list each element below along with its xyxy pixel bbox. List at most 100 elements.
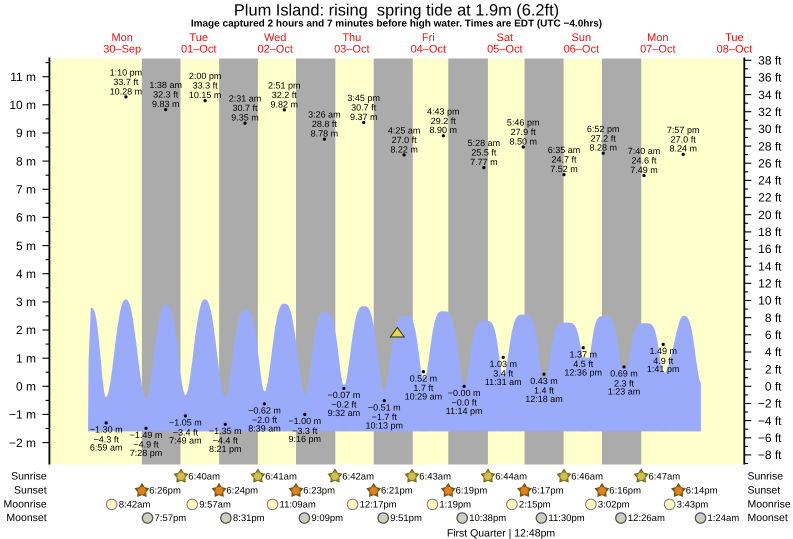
svg-text:−2 ft: −2 ft [758, 397, 782, 411]
svg-text:9.37 m: 9.37 m [350, 112, 378, 122]
svg-text:8:42am: 8:42am [119, 499, 151, 510]
svg-text:8 ft: 8 ft [765, 311, 782, 325]
svg-text:2:00 pm: 2:00 pm [189, 71, 222, 81]
svg-text:22 ft: 22 ft [758, 191, 782, 205]
svg-text:1:23 am: 1:23 am [608, 387, 641, 397]
svg-text:6:40am: 6:40am [188, 471, 220, 482]
svg-text:8.28 m: 8.28 m [589, 143, 617, 153]
svg-text:10:38pm: 10:38pm [469, 513, 506, 524]
svg-text:12:36 pm: 12:36 pm [564, 368, 602, 378]
svg-text:Fri: Fri [422, 32, 435, 44]
svg-text:10.15 m: 10.15 m [189, 90, 222, 100]
svg-text:Moonrise: Moonrise [748, 498, 791, 510]
svg-text:32 ft: 32 ft [758, 105, 782, 119]
svg-text:Sunrise: Sunrise [11, 470, 47, 482]
svg-text:Tue: Tue [725, 32, 744, 44]
svg-text:6:59 am: 6:59 am [90, 443, 123, 453]
svg-text:1 m: 1 m [16, 351, 36, 365]
svg-text:1.49 m: 1.49 m [649, 346, 677, 356]
svg-text:7.77 m: 7.77 m [470, 157, 498, 167]
svg-text:30–Sep: 30–Sep [103, 43, 141, 55]
svg-text:−1.05 m: −1.05 m [169, 418, 202, 428]
svg-text:8.24 m: 8.24 m [669, 144, 697, 154]
svg-text:Sunrise: Sunrise [748, 470, 784, 482]
svg-text:Moonset: Moonset [6, 512, 46, 524]
svg-text:2 ft: 2 ft [765, 362, 782, 376]
svg-text:7.52 m: 7.52 m [550, 164, 578, 174]
svg-text:06–Oct: 06–Oct [564, 43, 599, 55]
svg-text:27.2 ft: 27.2 ft [591, 133, 617, 143]
svg-text:8:21 pm: 8:21 pm [209, 444, 242, 454]
svg-text:−0.51 m: −0.51 m [368, 403, 401, 413]
svg-text:Mon: Mon [111, 32, 132, 44]
svg-text:1.03 m: 1.03 m [489, 359, 517, 369]
svg-text:0.52 m: 0.52 m [410, 374, 438, 384]
svg-text:10.28 m: 10.28 m [110, 86, 143, 96]
svg-text:4:43 pm: 4:43 pm [427, 106, 460, 116]
svg-text:Sat: Sat [497, 32, 514, 44]
svg-text:3:02pm: 3:02pm [598, 499, 630, 510]
svg-text:27.9 ft: 27.9 ft [511, 127, 537, 137]
svg-text:24.6 ft: 24.6 ft [631, 156, 657, 166]
svg-text:5:46 pm: 5:46 pm [507, 118, 540, 128]
svg-text:8.78 m: 8.78 m [311, 129, 339, 139]
svg-text:28 ft: 28 ft [758, 139, 782, 153]
svg-text:11:14 pm: 11:14 pm [446, 406, 483, 416]
svg-text:20 ft: 20 ft [758, 208, 782, 222]
svg-text:−4 ft: −4 ft [758, 414, 782, 428]
svg-text:3 m: 3 m [16, 295, 36, 309]
svg-text:1.4 ft: 1.4 ft [534, 386, 555, 396]
svg-text:2.3 ft: 2.3 ft [614, 378, 635, 388]
svg-text:9.35 m: 9.35 m [231, 113, 259, 123]
svg-text:7:49 am: 7:49 am [169, 436, 202, 446]
svg-text:7:57 pm: 7:57 pm [667, 125, 700, 135]
svg-text:6 ft: 6 ft [765, 328, 782, 342]
svg-text:08–Oct: 08–Oct [717, 43, 752, 55]
svg-text:38 ft: 38 ft [758, 54, 782, 68]
svg-text:9.82 m: 9.82 m [271, 99, 299, 109]
svg-text:5:28 am: 5:28 am [468, 138, 501, 148]
svg-text:4.9 ft: 4.9 ft [653, 356, 674, 366]
svg-text:25.5 ft: 25.5 ft [471, 148, 497, 158]
svg-text:Moonset: Moonset [748, 512, 788, 524]
svg-text:6:43am: 6:43am [419, 471, 451, 482]
svg-text:12:17pm: 12:17pm [360, 499, 397, 510]
svg-text:Mon: Mon [647, 32, 668, 44]
svg-text:27.0 ft: 27.0 ft [392, 135, 418, 145]
svg-text:−1.49 m: −1.49 m [130, 430, 163, 440]
svg-text:2:15pm: 2:15pm [519, 499, 551, 510]
svg-text:−2 m: −2 m [9, 436, 36, 450]
svg-text:30 ft: 30 ft [758, 122, 782, 136]
svg-text:6:41am: 6:41am [265, 471, 297, 482]
svg-text:−3.3 ft: −3.3 ft [292, 426, 318, 436]
svg-text:7.49 m: 7.49 m [630, 165, 658, 175]
svg-text:6:24pm: 6:24pm [226, 486, 258, 497]
svg-text:05–Oct: 05–Oct [487, 43, 522, 55]
svg-text:32.3 ft: 32.3 ft [153, 90, 179, 100]
svg-text:30.7 ft: 30.7 ft [351, 103, 377, 113]
svg-text:7:57pm: 7:57pm [155, 513, 187, 524]
svg-text:24.7 ft: 24.7 ft [551, 155, 577, 165]
svg-text:11:31 am: 11:31 am [485, 377, 522, 387]
svg-text:9:09pm: 9:09pm [311, 513, 343, 524]
svg-text:Plum Island: rising spring ti: Plum Island: rising spring tide at 1.9m … [234, 1, 559, 19]
svg-text:14 ft: 14 ft [758, 259, 782, 273]
svg-text:−0.00 m: −0.00 m [448, 388, 481, 398]
svg-text:3.4 ft: 3.4 ft [493, 369, 514, 379]
svg-text:34 ft: 34 ft [758, 88, 782, 102]
svg-text:9.83 m: 9.83 m [152, 99, 180, 109]
svg-text:8.22 m: 8.22 m [390, 144, 418, 154]
svg-text:6:23pm: 6:23pm [303, 486, 335, 497]
svg-text:8.50 m: 8.50 m [509, 136, 537, 146]
svg-text:8 m: 8 m [16, 154, 36, 168]
svg-text:8.90 m: 8.90 m [430, 125, 458, 135]
svg-text:28.8 ft: 28.8 ft [312, 119, 338, 129]
svg-text:Sunset: Sunset [748, 485, 781, 497]
svg-text:1:38 am: 1:38 am [149, 80, 182, 90]
svg-text:4:25 am: 4:25 am [388, 126, 421, 136]
svg-text:1:10 pm: 1:10 pm [110, 68, 143, 78]
svg-text:2:31 am: 2:31 am [229, 94, 262, 104]
svg-text:−1.30 m: −1.30 m [90, 425, 123, 435]
svg-text:Tue: Tue [189, 32, 208, 44]
svg-text:1:41 pm: 1:41 pm [647, 364, 680, 374]
